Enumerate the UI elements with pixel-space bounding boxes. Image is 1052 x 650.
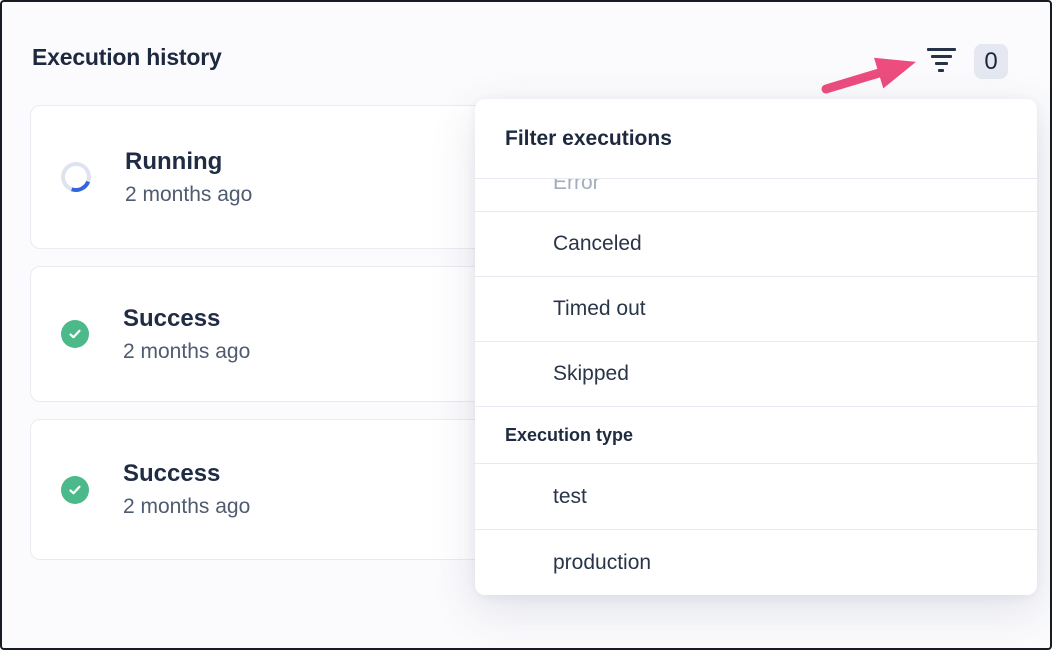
check-icon [61,475,89,504]
execution-status: Success [123,460,221,487]
execution-time: 2 months ago [125,182,253,206]
filter-item-timed-out[interactable]: Timed out [475,277,1037,342]
execution-status: Success [123,304,221,332]
filter-item-skipped[interactable]: Skipped [475,342,1037,407]
filter-count-badge: 0 [974,44,1008,79]
filter-button[interactable] [918,42,964,78]
filter-item-production[interactable]: production [553,550,652,574]
filter-item-error[interactable]: Error [475,179,1037,212]
filter-executions-dropdown: Filter executions Error Canceled Timed o… [475,99,1037,595]
filter-panel-title: Filter executions [475,99,1037,179]
filter-lines-icon [926,48,956,51]
filter-item-test[interactable]: test [475,464,1037,530]
section-execution-type: Execution type [475,407,1037,464]
execution-time: 2 months ago [123,495,251,518]
check-icon [61,320,89,348]
execution-status: Running [125,147,223,175]
spinner-icon [56,157,96,197]
filter-item-canceled[interactable]: Canceled [475,212,1037,277]
execution-time: 2 months ago [123,339,251,363]
annotation-arrow-icon [821,57,916,94]
page-title: Execution history [32,44,222,70]
